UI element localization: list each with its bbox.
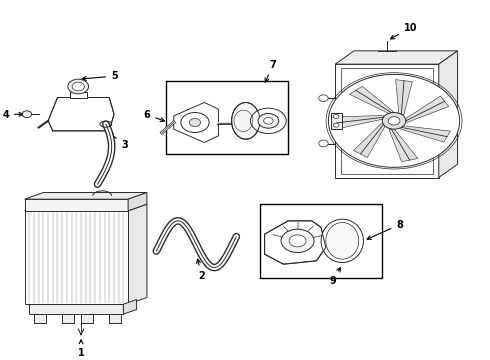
Text: 4: 4: [2, 109, 23, 120]
Text: 9: 9: [329, 268, 341, 286]
Circle shape: [72, 82, 84, 91]
Text: 10: 10: [391, 23, 417, 39]
Circle shape: [68, 79, 89, 94]
Circle shape: [318, 140, 328, 147]
Circle shape: [22, 111, 32, 117]
Circle shape: [189, 118, 200, 126]
Polygon shape: [128, 193, 147, 211]
Bar: [24, 199, 128, 211]
Circle shape: [289, 235, 306, 247]
Polygon shape: [123, 300, 137, 314]
Polygon shape: [232, 103, 260, 139]
Ellipse shape: [326, 222, 359, 259]
Polygon shape: [395, 80, 412, 114]
Bar: [29, 304, 123, 314]
Polygon shape: [48, 98, 114, 131]
Circle shape: [318, 95, 328, 102]
Polygon shape: [354, 123, 386, 157]
Bar: [34, 314, 46, 323]
Bar: [260, 204, 382, 278]
Ellipse shape: [321, 219, 364, 262]
Bar: [109, 314, 121, 323]
Polygon shape: [24, 211, 128, 304]
Bar: [166, 81, 288, 154]
Text: 3: 3: [109, 133, 128, 149]
Text: 1: 1: [77, 340, 84, 357]
Circle shape: [333, 114, 339, 118]
Circle shape: [181, 113, 209, 132]
Polygon shape: [405, 96, 449, 122]
Bar: [62, 314, 74, 323]
Circle shape: [333, 123, 339, 127]
Circle shape: [264, 117, 273, 124]
Bar: [341, 68, 433, 174]
Circle shape: [281, 229, 314, 252]
Polygon shape: [174, 103, 219, 143]
Polygon shape: [349, 86, 393, 114]
Text: 7: 7: [265, 59, 276, 82]
Polygon shape: [336, 116, 384, 129]
Bar: [330, 113, 343, 129]
Circle shape: [328, 75, 460, 167]
Polygon shape: [24, 193, 147, 199]
Bar: [81, 314, 93, 323]
Circle shape: [258, 113, 279, 128]
Polygon shape: [335, 51, 458, 64]
Circle shape: [388, 117, 400, 125]
Polygon shape: [400, 126, 450, 142]
Polygon shape: [439, 51, 458, 177]
Circle shape: [250, 108, 286, 134]
Text: 5: 5: [82, 71, 118, 81]
Text: 8: 8: [367, 220, 403, 239]
Text: 2: 2: [196, 259, 205, 281]
Bar: [70, 91, 87, 98]
Circle shape: [382, 113, 406, 129]
Polygon shape: [335, 64, 439, 177]
Polygon shape: [389, 129, 418, 162]
Polygon shape: [265, 221, 326, 264]
Polygon shape: [128, 204, 147, 304]
Polygon shape: [24, 204, 147, 211]
Text: 6: 6: [144, 109, 164, 122]
